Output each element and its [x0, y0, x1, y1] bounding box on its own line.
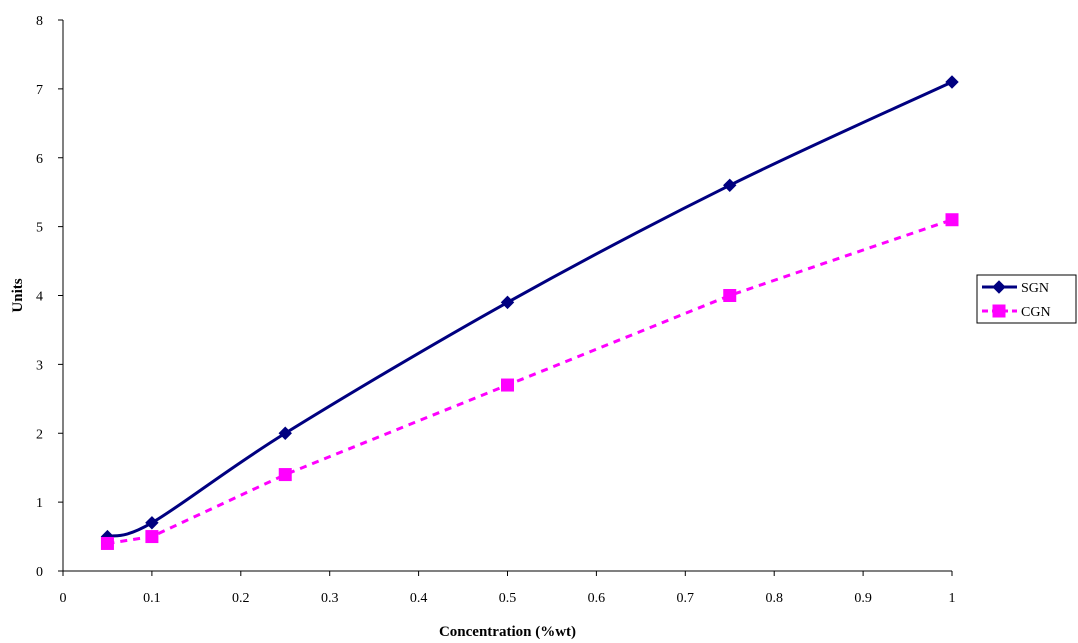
x-tick-label: 0.5	[499, 591, 517, 606]
plot-area	[101, 76, 959, 550]
data-point-sgn	[724, 179, 736, 191]
legend-marker-cgn	[993, 305, 1006, 318]
legend-label-cgn: CGN	[1021, 305, 1051, 320]
y-tick-label: 4	[36, 290, 43, 305]
x-tick-label: 0	[60, 591, 67, 606]
y-tick-label: 7	[36, 83, 43, 98]
x-tick-label: 1	[949, 591, 956, 606]
data-point-cgn	[279, 468, 292, 481]
x-tick-label: 0.1	[143, 591, 161, 606]
data-point-cgn	[946, 213, 959, 226]
data-point-sgn	[502, 296, 514, 308]
y-axis-title: Units	[10, 278, 26, 312]
series-line-sgn	[107, 82, 952, 537]
x-tick-label: 0.6	[588, 591, 606, 606]
data-point-cgn	[145, 530, 158, 543]
data-point-cgn	[723, 289, 736, 302]
data-point-cgn	[101, 537, 114, 550]
data-point-cgn	[501, 379, 514, 392]
y-tick-label: 3	[36, 358, 43, 373]
legend-label-sgn: SGN	[1021, 281, 1049, 296]
x-tick-label: 0.2	[232, 591, 250, 606]
y-tick-label: 2	[36, 427, 43, 442]
x-tick-label: 0.8	[765, 591, 783, 606]
x-tick-label: 0.4	[410, 591, 428, 606]
y-tick-label: 0	[36, 565, 43, 580]
y-tick-label: 1	[36, 496, 43, 511]
data-point-sgn	[946, 76, 958, 88]
y-tick-label: 6	[36, 152, 43, 167]
series-line-cgn	[107, 220, 952, 544]
x-tick-label: 0.9	[854, 591, 872, 606]
series-sgn	[101, 76, 958, 543]
y-tick-label: 8	[36, 14, 43, 29]
x-tick-label: 0.3	[321, 591, 339, 606]
x-axis-title: Concentration (%wt)	[439, 624, 576, 640]
y-tick-label: 5	[36, 221, 43, 236]
series-cgn	[101, 213, 959, 550]
x-tick-label: 0.7	[677, 591, 695, 606]
legend: SGN CGN	[977, 275, 1076, 323]
